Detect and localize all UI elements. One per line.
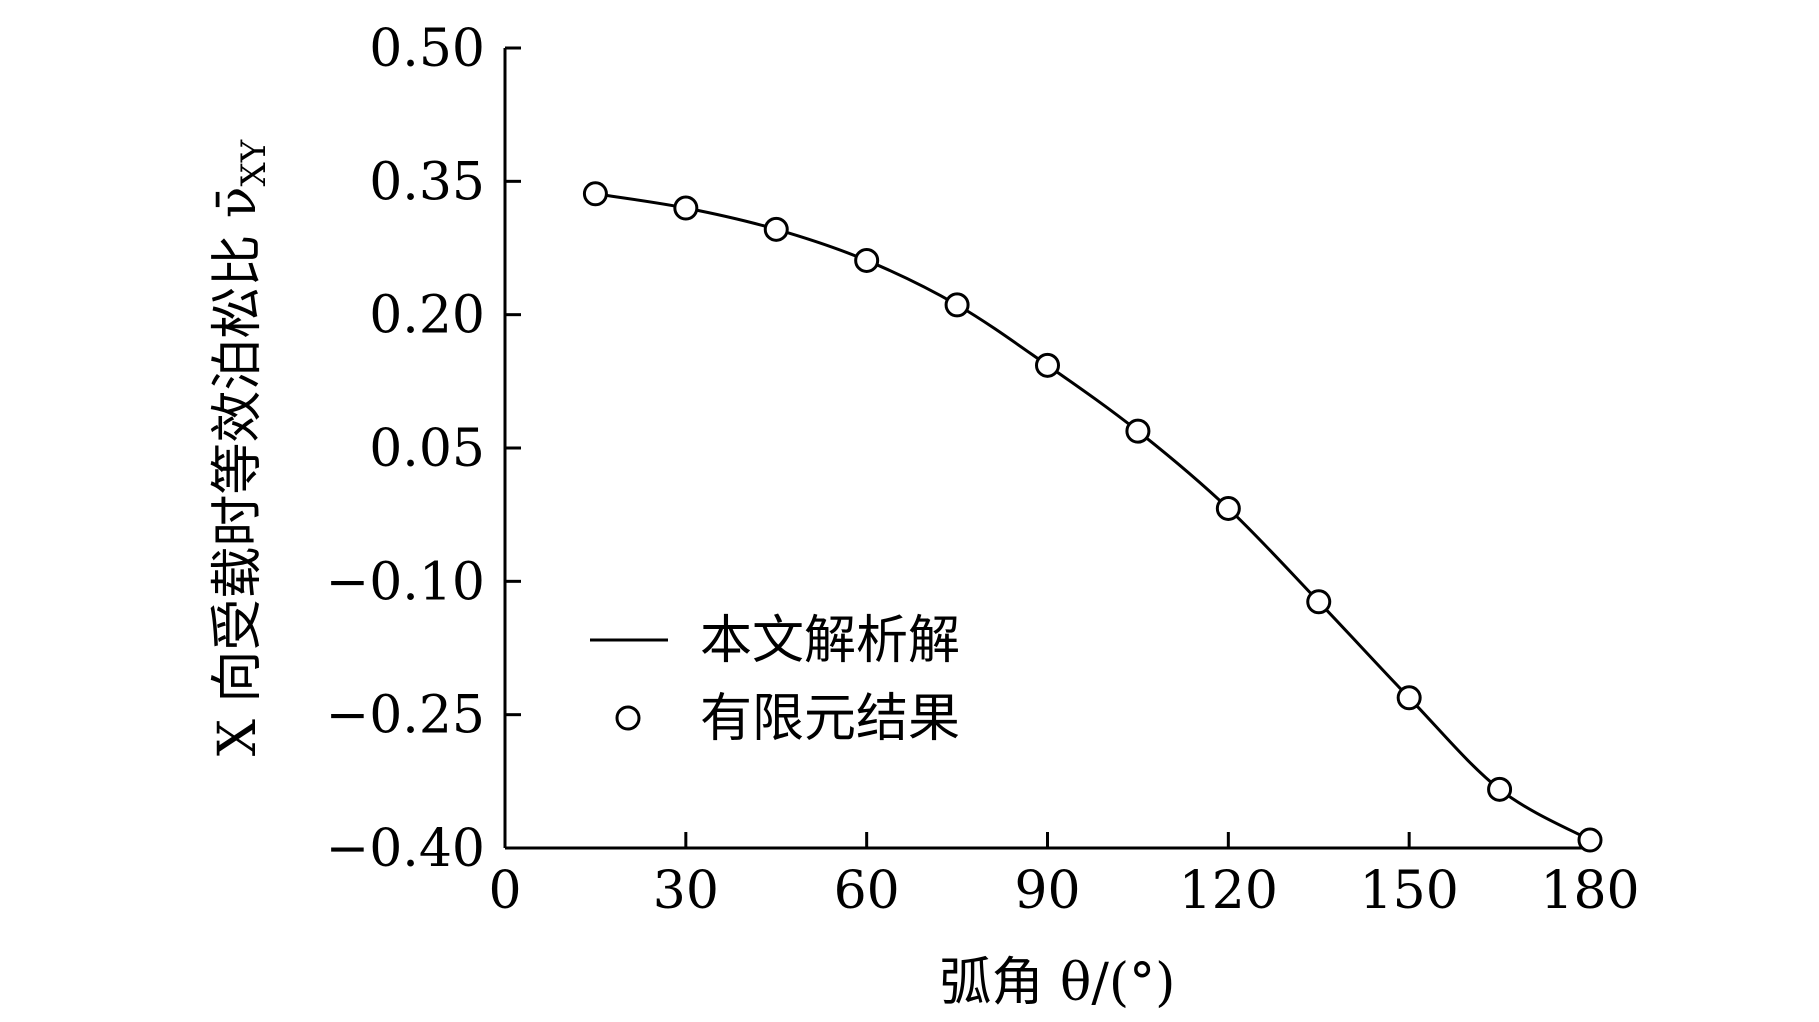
x-tick-label: 0 bbox=[488, 861, 521, 921]
x-axis-title: 弧角 θ/(°) bbox=[940, 953, 1176, 1013]
x-tick-label: 150 bbox=[1360, 861, 1459, 921]
fem-data-point bbox=[1577, 827, 1603, 853]
legend-label: 本文解析解 bbox=[700, 611, 960, 671]
fem-data-point bbox=[1125, 418, 1151, 444]
legend-label: 有限元结果 bbox=[700, 689, 960, 749]
y-tick-label: 0.50 bbox=[369, 19, 485, 79]
x-tick-label: 180 bbox=[1540, 861, 1639, 921]
axes: 0.50 0.35 0.20 0.05 −0.10 −0.25 −0.400 30 60 90 12… bbox=[326, 19, 1640, 921]
x-tick-label: 60 bbox=[834, 861, 900, 921]
plot-area bbox=[582, 181, 1603, 853]
fem-data-point bbox=[1035, 352, 1060, 378]
y-axis-title-subscript: XY bbox=[234, 139, 274, 186]
x-tick-label: 120 bbox=[1179, 861, 1278, 921]
fem-data-point bbox=[582, 181, 608, 207]
fem-data-point bbox=[1487, 776, 1513, 802]
x-tick-label: 30 bbox=[653, 861, 719, 921]
y-tick-label: −0.25 bbox=[326, 686, 485, 746]
fem-data-point bbox=[1396, 685, 1422, 711]
fem-data-point bbox=[673, 195, 699, 221]
axis-titles: 弧角 θ/(°) X 向受载时等效泊松比 ν̄XY bbox=[208, 139, 1175, 1013]
fem-data-point bbox=[1215, 495, 1241, 521]
y-tick-label: −0.10 bbox=[326, 552, 485, 612]
fem-data-point bbox=[763, 216, 789, 242]
y-tick-label: −0.40 bbox=[326, 819, 485, 879]
y-axis-title: X 向受载时等效泊松比 ν̄XY bbox=[208, 139, 274, 756]
x-tick-label: 90 bbox=[1014, 861, 1080, 921]
y-tick-label: 0.20 bbox=[369, 286, 485, 346]
fem-data-point bbox=[1306, 589, 1332, 615]
fem-data-point bbox=[854, 247, 880, 273]
y-tick-label: 0.05 bbox=[369, 419, 485, 479]
legend-marker-swatch bbox=[615, 705, 641, 731]
fem-data-point bbox=[944, 292, 970, 318]
y-tick-label: 0.35 bbox=[369, 152, 485, 212]
